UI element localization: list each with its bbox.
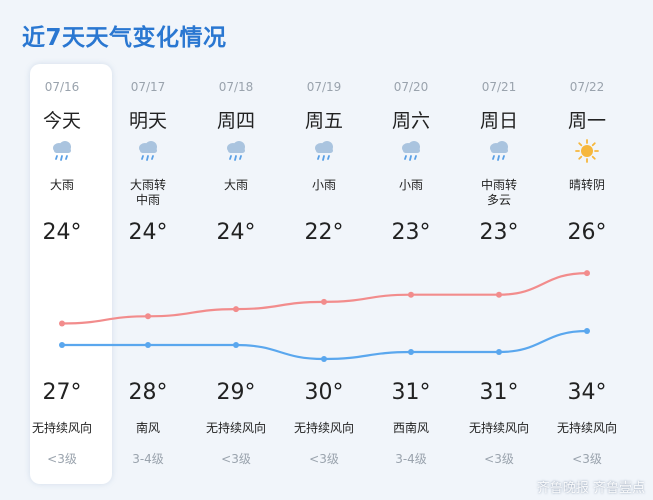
weekday-label: 周日 xyxy=(479,110,518,132)
weekday-label: 今天 xyxy=(42,110,81,132)
wind-direction: 无持续风向 xyxy=(205,421,266,435)
wind-level: <3级 xyxy=(484,452,514,466)
day-column: 07/21 周日中雨转 多云 23° 31° 无持续风向 <3级 xyxy=(456,0,542,500)
upper-curve-point xyxy=(233,306,239,313)
weekday-label: 周五 xyxy=(304,110,343,132)
rain-cloud-icon xyxy=(224,138,248,164)
weekday-label: 周一 xyxy=(567,110,606,132)
lower-temperature: 30° xyxy=(304,380,344,405)
page-title: 近7天天气变化情况 xyxy=(22,25,227,51)
upper-curve-point xyxy=(321,298,327,305)
weather-condition: 大雨 xyxy=(49,178,74,192)
date-label: 07/21 xyxy=(481,80,517,94)
today-highlight-card xyxy=(30,64,112,484)
date-label: 07/19 xyxy=(306,80,342,94)
lower-temperature: 27° xyxy=(42,380,82,405)
lower-curve-points xyxy=(59,328,590,362)
day-column: 07/18 周四大雨 24° 29° 无持续风向 <3级 xyxy=(193,0,279,500)
wind-level: <3级 xyxy=(47,452,77,466)
sun-icon xyxy=(575,138,599,164)
lower-temperature: 29° xyxy=(216,380,256,405)
wind-level: 3-4级 xyxy=(132,452,164,466)
weather-condition: 大雨 xyxy=(223,178,248,192)
upper-temperature: 26° xyxy=(567,220,607,245)
upper-curve-point xyxy=(145,313,151,320)
rain-cloud-icon xyxy=(136,138,160,164)
wind-level: <3级 xyxy=(309,452,339,466)
upper-temperature: 23° xyxy=(479,220,519,245)
wind-direction: 无持续风向 xyxy=(468,421,529,435)
upper-curve-points xyxy=(59,270,590,327)
date-label: 07/17 xyxy=(130,80,166,94)
wind-direction: 无持续风向 xyxy=(31,421,92,435)
wind-direction: 无持续风向 xyxy=(556,421,617,435)
lower-curve-point xyxy=(233,342,239,348)
upper-curve-point xyxy=(496,291,502,298)
lower-curve-point xyxy=(59,342,65,348)
lower-temperature: 31° xyxy=(391,380,431,405)
weekday-label: 明天 xyxy=(128,110,167,132)
day-column: 07/22 周一晴转阴 26° 34° 无持续风向 <3级 xyxy=(544,0,630,500)
wind-level: 3-4级 xyxy=(395,452,427,466)
upper-temperature: 22° xyxy=(304,220,344,245)
weather-condition: 大雨转 中雨 xyxy=(129,178,166,207)
weekday-label: 周六 xyxy=(391,110,430,132)
weather-condition: 小雨 xyxy=(398,178,423,192)
rain-cloud-icon xyxy=(399,138,423,164)
day-column: 07/16 今天大雨 24° 27° 无持续风向 <3级 xyxy=(19,0,105,500)
date-label: 07/18 xyxy=(218,80,254,94)
weather-condition: 中雨转 多云 xyxy=(480,178,517,207)
upper-curve-point xyxy=(59,320,65,327)
lower-curve-point xyxy=(408,349,414,355)
rain-cloud-icon xyxy=(487,138,511,164)
wind-direction: 西南风 xyxy=(392,421,429,435)
day-column: 07/19 周五小雨 22° 30° 无持续风向 <3级 xyxy=(281,0,367,500)
rain-cloud-icon xyxy=(312,138,336,164)
upper-temperature: 24° xyxy=(216,220,256,245)
upper-temperature: 23° xyxy=(391,220,431,245)
lower-curve-point xyxy=(145,342,151,348)
date-label: 07/20 xyxy=(393,80,429,94)
upper-curve-point xyxy=(408,291,414,298)
upper-temperature: 24° xyxy=(128,220,168,245)
wind-level: <3级 xyxy=(221,452,251,466)
lower-temperature: 31° xyxy=(479,380,519,405)
weekday-label: 周四 xyxy=(216,110,255,132)
date-label: 07/16 xyxy=(44,80,80,94)
lower-curve-point xyxy=(496,349,502,355)
wind-direction: 南风 xyxy=(135,421,160,435)
wind-level: <3级 xyxy=(572,452,602,466)
wind-direction: 无持续风向 xyxy=(293,421,354,435)
weather-condition: 晴转阴 xyxy=(568,178,605,192)
lower-curve-point xyxy=(321,356,327,362)
watermark: 齐鲁晚报 齐鲁壹点 xyxy=(536,481,645,496)
upper-curve-point xyxy=(584,270,590,277)
weather-condition: 小雨 xyxy=(311,178,336,192)
lower-temperature: 28° xyxy=(128,380,168,405)
rain-cloud-icon xyxy=(50,138,74,164)
lower-curve-point xyxy=(584,328,590,334)
day-column: 07/17 明天大雨转 中雨 24° 28° 南风 3-4级 xyxy=(105,0,191,500)
date-label: 07/22 xyxy=(569,80,605,94)
day-column: 07/20 周六小雨 23° 31° 西南风 3-4级 xyxy=(368,0,454,500)
lower-temperature: 34° xyxy=(567,380,607,405)
upper-temperature: 24° xyxy=(42,220,82,245)
